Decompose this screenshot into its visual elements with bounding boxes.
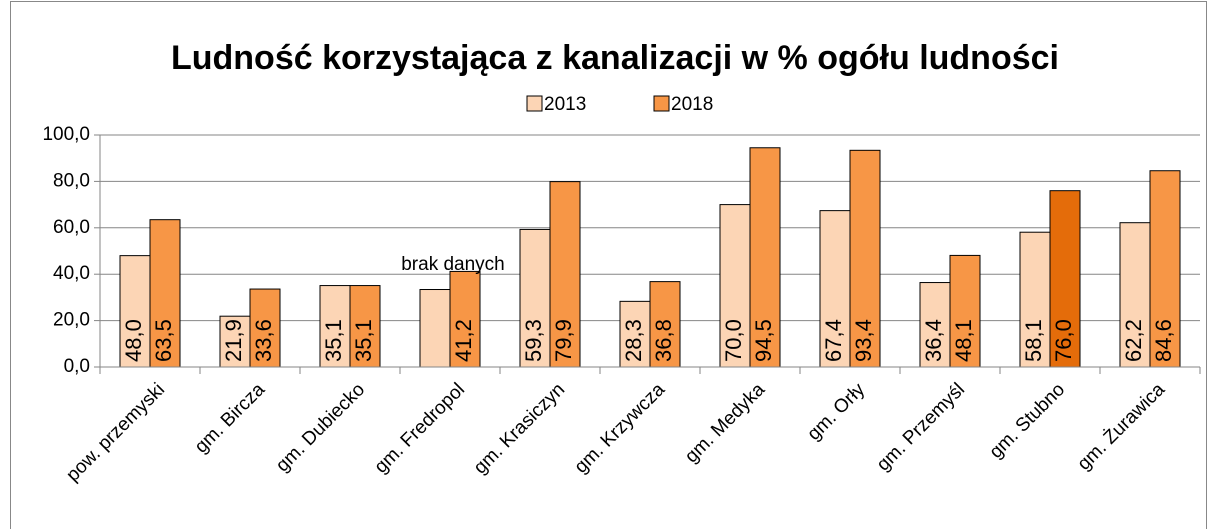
bar [149,219,181,368]
bar [519,228,551,368]
data-label: 48,0 [121,319,146,362]
data-label: 48,1 [951,319,976,362]
bar [319,285,351,368]
data-label: 35,1 [321,319,346,362]
data-label: 59,3 [521,319,546,362]
annotation: brak danych [401,254,505,275]
bar [819,210,851,368]
legend-label: 2018 [671,94,713,115]
legend-label: 2013 [544,94,586,115]
data-label: 93,4 [851,319,876,362]
data-label: 63,5 [151,319,176,362]
bar [849,149,881,368]
y-tick-label: 80,0 [53,170,90,191]
bar [419,289,451,368]
chart-title: Ludność korzystająca z kanalizacji w % o… [171,39,1059,77]
data-label: 41,2 [451,319,476,362]
data-label: 33,6 [251,319,276,362]
data-label: 21,9 [221,319,246,362]
chart-border [10,1,1207,529]
y-tick-label: 60,0 [53,217,90,238]
bar [919,282,951,368]
bar [349,285,381,368]
bar [649,281,681,368]
data-label: 94,5 [751,319,776,362]
legend-swatch [653,95,670,112]
bar [949,254,981,368]
data-label: 28,3 [621,319,646,362]
data-label: 36,4 [921,319,946,362]
data-label: 84,6 [1151,319,1176,362]
data-label: 58,1 [1021,319,1046,362]
y-tick-label: 0,0 [64,356,90,377]
data-label: 67,4 [821,319,846,362]
bar [549,181,581,368]
bar [249,288,281,368]
data-label: 79,9 [551,319,576,362]
y-tick-label: 20,0 [53,310,90,331]
bar [1149,170,1181,368]
data-label: 36,8 [651,319,676,362]
legend-swatch [526,95,543,112]
y-tick-label: 100,0 [42,124,90,145]
bar [619,300,651,368]
data-label: 35,1 [351,319,376,362]
bar [1119,222,1151,368]
data-label: 70,0 [721,319,746,362]
data-label: 62,2 [1121,319,1146,362]
data-label: 76,0 [1051,319,1076,362]
bar [1049,190,1081,368]
y-tick-label: 40,0 [53,263,90,284]
